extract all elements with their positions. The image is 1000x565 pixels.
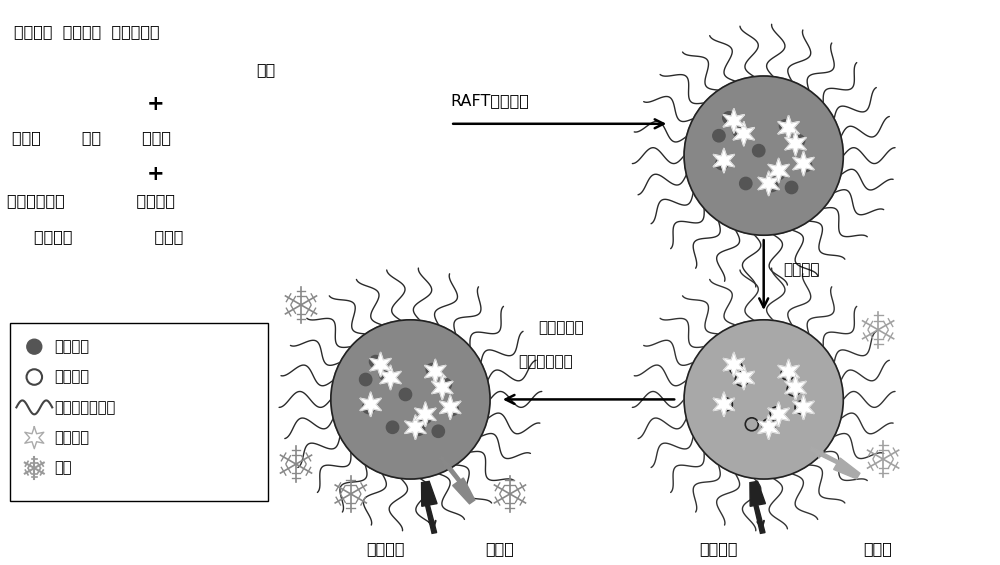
Text: 亲水性高分子刷: 亲水性高分子刷 bbox=[54, 400, 115, 415]
Polygon shape bbox=[768, 402, 789, 427]
Circle shape bbox=[412, 423, 425, 436]
Circle shape bbox=[386, 421, 399, 433]
Polygon shape bbox=[439, 456, 475, 504]
Polygon shape bbox=[750, 481, 765, 533]
Polygon shape bbox=[360, 392, 381, 417]
Polygon shape bbox=[758, 415, 779, 440]
Circle shape bbox=[446, 403, 458, 415]
Polygon shape bbox=[723, 352, 745, 377]
Circle shape bbox=[684, 320, 843, 479]
Polygon shape bbox=[432, 375, 453, 400]
Polygon shape bbox=[785, 131, 806, 156]
Circle shape bbox=[399, 388, 412, 401]
Circle shape bbox=[331, 320, 490, 479]
Text: 模板分子吸附: 模板分子吸附 bbox=[518, 355, 573, 370]
Circle shape bbox=[772, 167, 785, 180]
Text: 链转移剂                转移剂: 链转移剂 转移剂 bbox=[34, 229, 184, 244]
Polygon shape bbox=[733, 365, 755, 390]
Text: 交联剂        溶剂        引发剂: 交联剂 溶剂 引发剂 bbox=[12, 130, 171, 145]
Polygon shape bbox=[733, 121, 755, 146]
Text: 功能单体  模板分子  可聚合荧光: 功能单体 模板分子 可聚合荧光 bbox=[14, 24, 160, 40]
Text: 蛋白: 蛋白 bbox=[54, 460, 72, 476]
Polygon shape bbox=[370, 352, 391, 377]
Circle shape bbox=[779, 120, 792, 132]
Circle shape bbox=[362, 401, 375, 414]
Polygon shape bbox=[778, 359, 799, 384]
Circle shape bbox=[733, 124, 745, 137]
Polygon shape bbox=[380, 365, 401, 390]
Polygon shape bbox=[785, 375, 806, 400]
Text: 荧光发射: 荧光发射 bbox=[700, 541, 738, 555]
Text: 单体: 单体 bbox=[256, 62, 275, 77]
Circle shape bbox=[785, 181, 798, 194]
Text: 激发光: 激发光 bbox=[486, 541, 514, 555]
Circle shape bbox=[740, 177, 752, 190]
Circle shape bbox=[799, 159, 812, 172]
Text: 牛物样品中: 牛物样品中 bbox=[538, 320, 583, 334]
Polygon shape bbox=[415, 402, 436, 427]
Text: 除去模板: 除去模板 bbox=[784, 263, 820, 277]
Polygon shape bbox=[713, 392, 735, 417]
Text: +: + bbox=[147, 164, 164, 184]
Polygon shape bbox=[793, 395, 814, 420]
Polygon shape bbox=[713, 148, 735, 173]
Circle shape bbox=[716, 158, 728, 170]
Polygon shape bbox=[422, 481, 437, 533]
Circle shape bbox=[792, 134, 805, 147]
Circle shape bbox=[432, 425, 444, 437]
FancyBboxPatch shape bbox=[10, 323, 268, 501]
Circle shape bbox=[419, 411, 432, 424]
Text: RAFT沉淀聚合: RAFT沉淀聚合 bbox=[450, 93, 529, 108]
Circle shape bbox=[369, 355, 382, 368]
Text: 印迹位点: 印迹位点 bbox=[54, 370, 89, 385]
Circle shape bbox=[439, 379, 451, 390]
Text: 荧光组分: 荧光组分 bbox=[54, 430, 89, 445]
Circle shape bbox=[359, 373, 372, 386]
Text: +: + bbox=[147, 94, 164, 114]
Polygon shape bbox=[768, 158, 789, 183]
Text: 荧光淬灭: 荧光淬灭 bbox=[366, 541, 405, 555]
Text: 亲水性大分子              小分子链: 亲水性大分子 小分子链 bbox=[7, 193, 175, 208]
Polygon shape bbox=[439, 395, 461, 420]
Circle shape bbox=[426, 363, 439, 376]
Circle shape bbox=[753, 145, 765, 157]
Circle shape bbox=[379, 368, 392, 381]
Circle shape bbox=[27, 339, 42, 354]
Circle shape bbox=[765, 179, 778, 192]
Polygon shape bbox=[425, 359, 446, 384]
Polygon shape bbox=[758, 171, 779, 196]
Text: 激发光: 激发光 bbox=[864, 541, 893, 555]
Text: 模板分子: 模板分子 bbox=[54, 339, 89, 354]
Polygon shape bbox=[405, 415, 426, 440]
Circle shape bbox=[723, 112, 735, 124]
Polygon shape bbox=[793, 151, 814, 176]
Circle shape bbox=[713, 129, 725, 142]
Polygon shape bbox=[778, 115, 799, 140]
Circle shape bbox=[684, 76, 843, 235]
Polygon shape bbox=[810, 447, 860, 479]
Polygon shape bbox=[723, 108, 745, 133]
